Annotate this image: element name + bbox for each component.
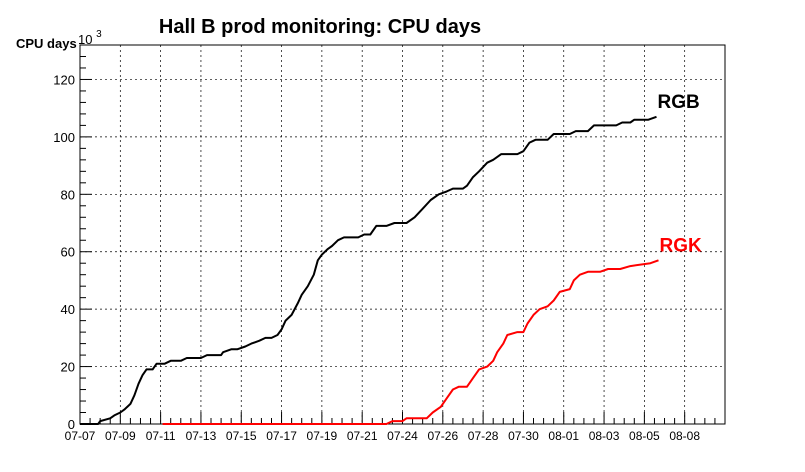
x-tick-label: 07-30: [508, 429, 539, 443]
y-axis-exponent: 10 3: [78, 29, 102, 47]
x-tick-label: 07-15: [226, 429, 257, 443]
y-tick-label: 120: [53, 72, 75, 87]
series-label-rgk: RGK: [659, 235, 702, 256]
x-tick-label: 07-09: [105, 429, 136, 443]
x-tick-label: 07-13: [186, 429, 217, 443]
y-tick-label: 20: [61, 360, 75, 375]
x-tick-label: 07-17: [266, 429, 297, 443]
x-tick-label: 07-07: [65, 429, 96, 443]
axis-ticks: [79, 44, 726, 425]
x-tick-label: 08-03: [589, 429, 620, 443]
chart-title: Hall B prod monitoring: CPU days: [159, 16, 481, 38]
tick-labels: 0 20 40 60 80 100 120 07-07 07-09 07-11 07-13 07-15…: [53, 72, 700, 443]
y-tick-label: 100: [53, 130, 75, 145]
x-tick-label: 07-26: [427, 429, 458, 443]
y-tick-label: 40: [61, 302, 75, 317]
y-tick-label: 80: [61, 187, 75, 202]
y-axis-exponent-power: 3: [96, 29, 102, 40]
series-line-rgb: [80, 115, 657, 425]
x-tick-label: 07-21: [347, 429, 378, 443]
series-layer: RGB RGK: [80, 92, 702, 425]
x-tick-label: 08-05: [629, 429, 660, 443]
series-line-rgk: [162, 259, 659, 425]
x-tick-label: 08-08: [669, 429, 700, 443]
x-tick-label: 07-11: [146, 429, 176, 443]
x-tick-label: 07-28: [468, 429, 499, 443]
y-axis-exponent-base: 10: [78, 32, 92, 47]
x-tick-label: 07-24: [387, 429, 418, 443]
y-axis-label: CPU days: [16, 36, 77, 51]
y-tick-label: 60: [61, 245, 75, 260]
series-label-rgb: RGB: [657, 92, 699, 113]
grid-layer: [80, 45, 725, 424]
y-tick-label: 0: [68, 417, 75, 432]
x-tick-label: 08-01: [548, 429, 579, 443]
x-tick-label: 07-19: [307, 429, 338, 443]
